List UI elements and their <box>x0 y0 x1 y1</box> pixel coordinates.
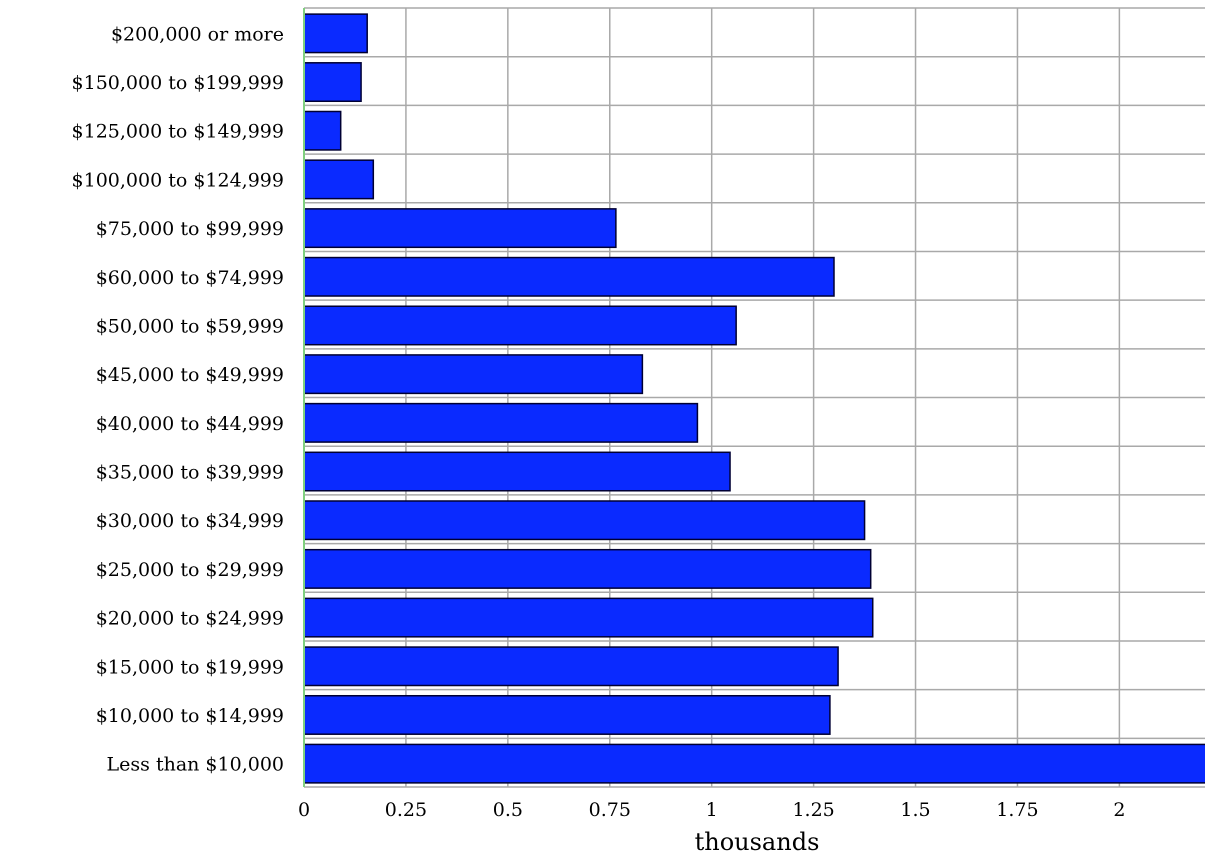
x-tick-label: 0 <box>298 799 310 821</box>
bar <box>303 256 835 297</box>
category-label: $50,000 to $59,999 <box>96 315 284 337</box>
bar <box>303 548 872 589</box>
x-tick-label: 2 <box>1113 799 1125 821</box>
bar <box>303 451 731 492</box>
bar <box>303 354 644 395</box>
x-tick-label: 1.25 <box>792 799 834 821</box>
x-axis-title: thousands <box>695 828 820 856</box>
x-tick-label: 0.5 <box>493 799 523 821</box>
x-tick-label: 0.25 <box>385 799 427 821</box>
category-label: $125,000 to $149,999 <box>72 121 284 143</box>
category-label: $20,000 to $24,999 <box>96 608 284 630</box>
category-label: $60,000 to $74,999 <box>96 267 284 289</box>
category-label: Less than $10,000 <box>107 754 284 776</box>
bar <box>303 743 1205 784</box>
bar <box>303 208 617 249</box>
x-tick-label: 0.75 <box>589 799 631 821</box>
bar <box>303 646 839 687</box>
bar <box>303 110 342 151</box>
category-label: $25,000 to $29,999 <box>96 559 284 581</box>
category-label: $200,000 or more <box>111 23 284 45</box>
bar <box>303 500 866 541</box>
category-label: $75,000 to $99,999 <box>96 218 284 240</box>
bar <box>303 13 368 54</box>
category-labels: $200,000 or more $150,000 to $199,999 $125… <box>72 23 284 775</box>
category-label: $150,000 to $199,999 <box>72 72 284 94</box>
category-label: $15,000 to $19,999 <box>96 656 284 678</box>
x-tick-label: 1 <box>706 799 718 821</box>
category-label: $45,000 to $49,999 <box>96 364 284 386</box>
bar <box>303 694 831 735</box>
bar <box>303 305 737 346</box>
bar <box>303 62 362 103</box>
grid-lines <box>304 7 1205 788</box>
bar <box>303 597 874 638</box>
category-label: $30,000 to $34,999 <box>96 510 284 532</box>
category-label: $10,000 to $14,999 <box>96 705 284 727</box>
category-label: $35,000 to $39,999 <box>96 462 284 484</box>
category-label: $40,000 to $44,999 <box>96 413 284 435</box>
x-tick-label: 1.75 <box>996 799 1038 821</box>
x-tick-label: 1.5 <box>900 799 930 821</box>
x-tick-labels: 0 0.25 0.5 0.75 1 1.25 1.5 1.75 2 <box>298 799 1125 821</box>
category-label: $100,000 to $124,999 <box>72 169 284 191</box>
bar <box>303 159 375 200</box>
bars <box>303 13 1205 784</box>
bar <box>303 402 699 443</box>
